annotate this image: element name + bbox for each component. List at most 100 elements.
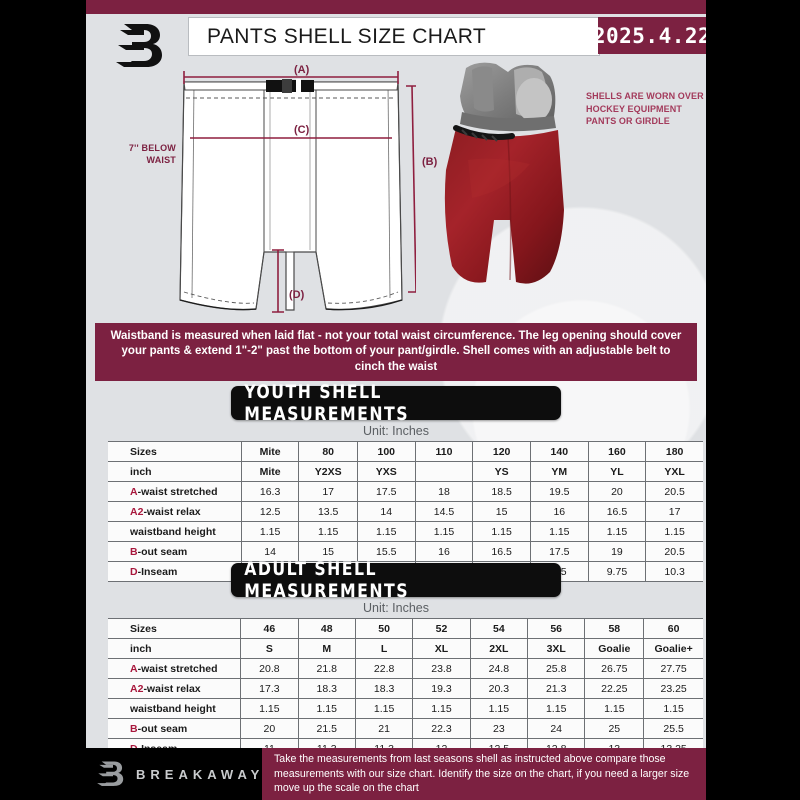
table-cell: 24 bbox=[527, 718, 586, 739]
measure-letter: A2 bbox=[130, 682, 144, 695]
table-cell: 80 bbox=[298, 441, 358, 462]
table-cell: 14 bbox=[241, 541, 300, 562]
table-row: Sizes Mite 80 100 110 120 140 160 180 bbox=[108, 441, 703, 462]
table-cell: 25.5 bbox=[643, 718, 703, 739]
row-label: B-out seam bbox=[108, 718, 242, 739]
table-row: inch Mite Y2XS YXS YS YM YL YXL bbox=[108, 461, 703, 482]
adult-unit-label: Unit: Inches bbox=[362, 601, 429, 615]
youth-heading-label: YOUTH SHELL MEASUREMENTS bbox=[244, 381, 410, 425]
table-cell: 1.15 bbox=[298, 521, 358, 542]
table-cell: 17 bbox=[645, 501, 703, 522]
measure-label-d: (D) bbox=[289, 289, 305, 301]
table-cell: 26.75 bbox=[584, 658, 645, 679]
row-label: waistband height bbox=[108, 521, 242, 542]
measure-letter: A2 bbox=[130, 505, 144, 518]
table-cell: 16.5 bbox=[588, 501, 647, 522]
table-cell: 1.15 bbox=[298, 698, 356, 719]
shell-usage-note: SHELLS ARE WORN OVER HOCKEY EQUIPMENT PA… bbox=[586, 91, 704, 126]
table-cell: 12.5 bbox=[470, 738, 529, 748]
table-cell: 180 bbox=[645, 441, 703, 462]
adult-section-heading: ADULT SHELL MEASUREMENTS bbox=[231, 558, 561, 602]
table-cell: 15 bbox=[298, 541, 358, 562]
table-cell: 17 bbox=[298, 481, 358, 502]
table-cell: 18.3 bbox=[355, 678, 414, 699]
footer-instructions-box: Take the measurements from last seasons … bbox=[262, 748, 706, 800]
table-cell: 20.8 bbox=[240, 658, 299, 679]
youth-unit-label: Unit: Inches bbox=[362, 424, 429, 438]
table-cell: S bbox=[240, 638, 299, 659]
date-badge: 2025.4.22 bbox=[593, 17, 706, 54]
table-cell: 21.5 bbox=[298, 718, 356, 739]
table-cell: 1.15 bbox=[588, 521, 647, 542]
table-cell: Y2XS bbox=[298, 461, 358, 482]
below-waist-note: 7'' BELOW WAIST bbox=[128, 143, 176, 165]
table-cell: 1.15 bbox=[470, 698, 529, 719]
table-cell: 1.15 bbox=[415, 521, 474, 542]
table-row: B-out seam 20 21.5 21 22.3 23 24 25 25.5 bbox=[108, 718, 703, 739]
table-cell: 54 bbox=[470, 618, 529, 639]
table-cell: 15 bbox=[472, 501, 531, 522]
table-cell: 17.3 bbox=[240, 678, 299, 699]
row-label: B-out seam bbox=[108, 541, 242, 562]
table-cell: Goalie bbox=[584, 638, 645, 659]
table-cell: 14 bbox=[357, 501, 416, 522]
table-cell: 110 bbox=[415, 441, 474, 462]
table-cell: 140 bbox=[530, 441, 589, 462]
table-cell: 21 bbox=[355, 718, 414, 739]
table-cell: 1.15 bbox=[472, 521, 531, 542]
table-cell: 22.8 bbox=[355, 658, 414, 679]
table-cell: 27.75 bbox=[643, 658, 703, 679]
table-cell: 20 bbox=[588, 481, 647, 502]
banner-text: Waistband is measured when laid flat - n… bbox=[110, 329, 682, 373]
table-row: waistband height 1.15 1.15 1.15 1.15 1.15 1.15… bbox=[108, 521, 703, 542]
table-cell: 20.3 bbox=[470, 678, 529, 699]
table-cell: Goalie+ bbox=[643, 638, 703, 659]
page-title-box: PANTS SHELL SIZE CHART bbox=[188, 17, 600, 56]
table-cell: 17.5 bbox=[357, 481, 416, 502]
row-label: inch bbox=[108, 461, 242, 482]
shell-product-photo bbox=[444, 62, 564, 284]
table-cell: 24.8 bbox=[470, 658, 529, 679]
table-row: A2-waist relax 12.5 13.5 14 14.5 15 16 16.5 17 bbox=[108, 501, 703, 522]
row-label: Sizes bbox=[108, 441, 242, 462]
measurement-instructions-banner: Waistband is measured when laid flat - n… bbox=[95, 323, 697, 381]
table-cell: 23.25 bbox=[643, 678, 703, 699]
table-cell: XL bbox=[412, 638, 471, 659]
table-cell: 1.15 bbox=[240, 698, 299, 719]
table-cell bbox=[415, 461, 474, 482]
table-cell: 1.15 bbox=[357, 521, 416, 542]
row-label: Sizes bbox=[108, 618, 242, 639]
table-cell: 1.15 bbox=[645, 521, 703, 542]
table-cell: 16 bbox=[530, 501, 589, 522]
row-label: A2-waist relax bbox=[108, 501, 242, 522]
table-cell: 58 bbox=[584, 618, 645, 639]
sheet-body: PANTS SHELL SIZE CHART 2025.4.22 7'' BEL… bbox=[86, 14, 706, 748]
table-cell: 60 bbox=[643, 618, 703, 639]
table-cell: 20 bbox=[240, 718, 299, 739]
measure-letter: B bbox=[130, 722, 138, 735]
table-cell: YXL bbox=[645, 461, 703, 482]
table-cell: 56 bbox=[527, 618, 586, 639]
table-cell: Mite bbox=[241, 461, 300, 482]
table-cell: 21.3 bbox=[527, 678, 586, 699]
table-cell: 46 bbox=[240, 618, 299, 639]
table-cell: 18.5 bbox=[472, 481, 531, 502]
table-cell: 9.75 bbox=[588, 561, 647, 582]
row-label: D-Inseam bbox=[108, 738, 242, 749]
measure-letter: D bbox=[130, 743, 138, 749]
table-cell: 48 bbox=[298, 618, 356, 639]
table-cell: 1.15 bbox=[584, 698, 645, 719]
table-cell: 18 bbox=[415, 481, 474, 502]
table-cell: 22.25 bbox=[584, 678, 645, 699]
row-label: waistband height bbox=[108, 698, 242, 719]
page-footer: BREAKAWAY Take the measurements from las… bbox=[0, 748, 800, 800]
table-cell: 20.5 bbox=[645, 481, 703, 502]
measure-letter: A bbox=[130, 662, 138, 675]
table-cell: 1.15 bbox=[412, 698, 471, 719]
table-cell: 10.3 bbox=[645, 561, 703, 582]
table-cell: M bbox=[298, 638, 356, 659]
row-label: A2-waist relax bbox=[108, 678, 242, 699]
table-cell: 1.15 bbox=[530, 521, 589, 542]
page-title: PANTS SHELL SIZE CHART bbox=[207, 24, 487, 48]
